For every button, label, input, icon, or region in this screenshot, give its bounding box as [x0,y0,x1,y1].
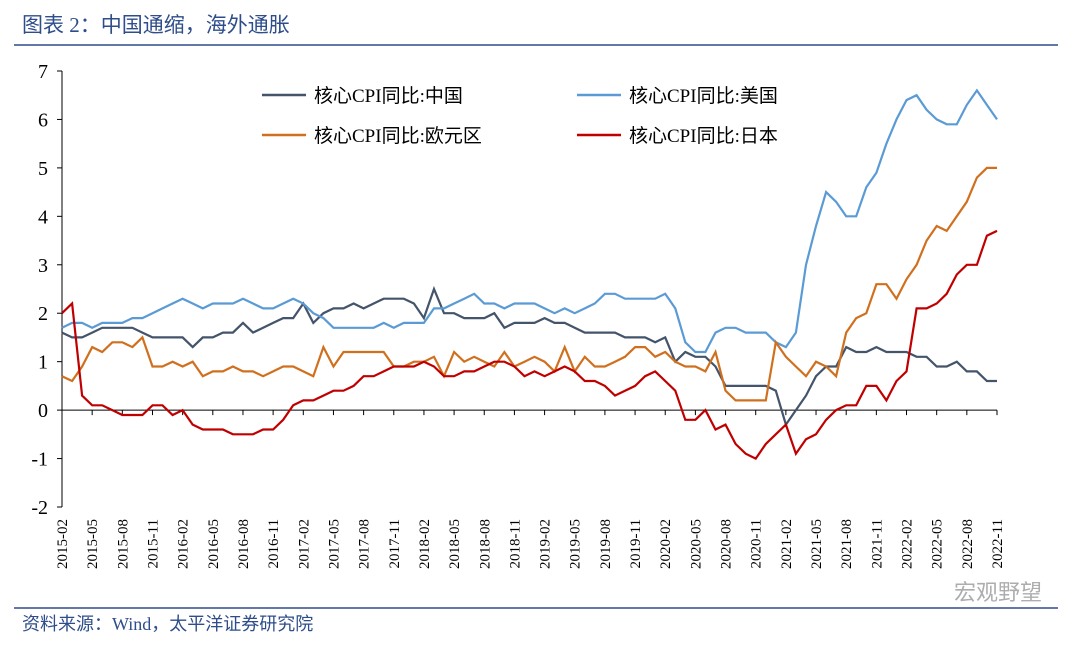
x-tick-label: 2021-05 [809,519,825,569]
x-tick-label: 2019-11 [628,519,644,568]
x-tick-label: 2020-02 [658,519,674,569]
x-tick-label: 2018-11 [507,519,523,568]
plot: -2 -1 0 1 2 3 4 5 6 7 2015-02 2015-05 2015-08 2015-11… [31,61,1006,569]
y-tick-label: 5 [38,158,48,180]
x-tick-label: 2016-08 [236,519,252,569]
x-tick-label: 2017-08 [357,519,373,569]
x-tick-label: 2022-08 [960,519,976,569]
x-tick-label: 2017-05 [326,519,342,569]
series-line [61,166,997,402]
y-tick-label: 0 [38,400,48,422]
x-tick-label: 2015-11 [145,519,161,568]
x-tick-label: 2017-11 [387,519,403,568]
page-title: 图表 2：中国通缩，海外通胀 [22,13,290,37]
x-tick-label: 2018-02 [417,519,433,569]
x-tick-label: 2019-05 [568,519,584,569]
y-tick-label: 6 [38,109,48,131]
x-tick-label: 2017-02 [296,519,312,569]
legend-label: 核心CPI同比:中国 [314,85,463,107]
x-tick-label: 2015-08 [115,519,131,569]
legend-label: 核心CPI同比:欧元区 [314,125,482,147]
y-tick-label: 7 [38,61,48,83]
x-tick-label: 2022-05 [930,519,946,569]
x-tick-label: 2020-11 [749,519,765,568]
x-tick-label: 2019-02 [538,519,554,569]
legend-label: 核心CPI同比:日本 [629,125,778,147]
y-tick-label: -1 [31,449,48,471]
y-tick-label: 2 [38,303,48,325]
y-tick-label: 4 [38,206,48,228]
x-tick-label: 2022-02 [900,519,916,569]
x-tick-label: 2018-05 [447,519,463,569]
x-tick-label: 2019-08 [598,519,614,569]
watermark: 宏观野望 [954,580,1042,605]
x-tick-label: 2020-05 [688,519,704,569]
series-line [61,88,998,354]
y-tick-label: 1 [38,352,48,374]
series-line [61,229,998,461]
y-tick-label: -2 [31,497,48,519]
x-tick-label: 2021-02 [779,519,795,569]
x-tick-label: 2018-08 [477,519,493,569]
source-note: 资料来源：Wind，太平洋证券研究院 [22,614,313,634]
x-tick-label: 2021-11 [869,519,885,568]
x-tick-label: 2020-08 [719,519,735,569]
x-tick-label: 2016-02 [176,519,192,569]
x-tick-label: 2022-11 [990,519,1006,568]
legend-label: 核心CPI同比:美国 [629,85,778,107]
x-tick-label: 2016-11 [266,519,282,568]
x-tick-label: 2016-05 [206,519,222,569]
y-tick-label: 3 [38,255,48,277]
x-tick-label: 2021-08 [839,519,855,569]
x-tick-label: 2015-02 [55,519,71,569]
x-tick-label: 2015-05 [85,519,101,569]
